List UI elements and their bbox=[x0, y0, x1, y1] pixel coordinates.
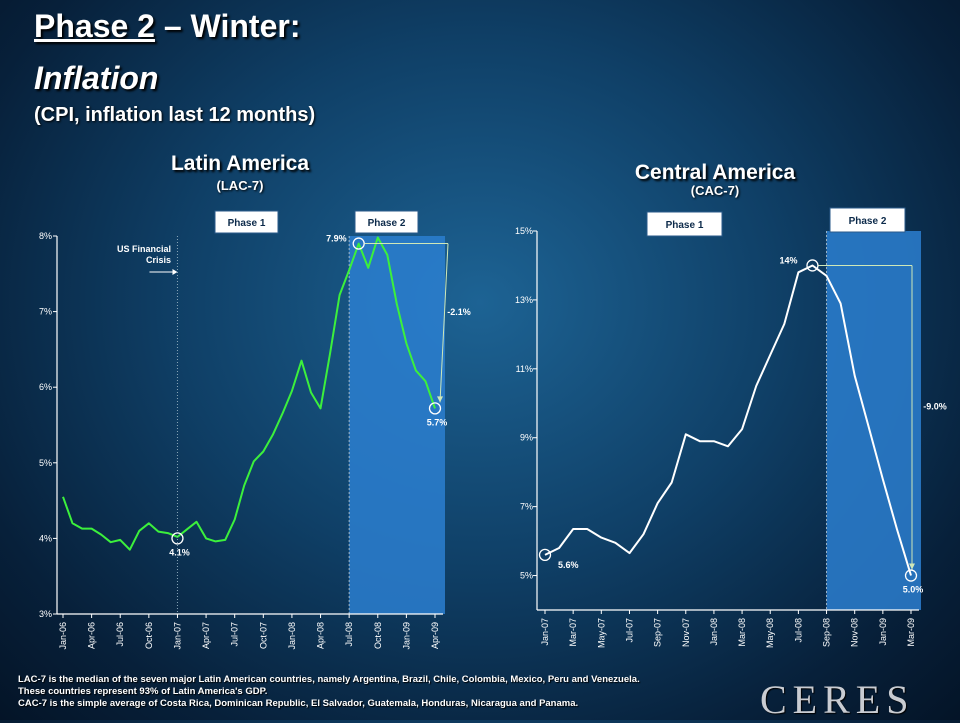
right-ytick-label: 15% bbox=[515, 226, 533, 236]
right-change-arrowhead bbox=[909, 563, 915, 570]
left-xtick-label: Jul-08 bbox=[344, 622, 354, 647]
event-crisis-arrowhead bbox=[172, 269, 178, 275]
ceres-logo: CERES bbox=[760, 677, 915, 722]
chart-subtitle-cam: (CAC-7) bbox=[690, 183, 740, 198]
left-xtick-label: Apr-08 bbox=[316, 622, 326, 649]
left-annotation-label: 5.7% bbox=[427, 417, 448, 427]
left-xtick-label: Jan-09 bbox=[401, 622, 411, 650]
footnote-lac: LAC-7 is the median of the seven major L… bbox=[18, 674, 640, 697]
left-xtick-label: Jan-07 bbox=[172, 622, 182, 650]
left-annotation-marker bbox=[428, 402, 442, 415]
left-xtick-label: Apr-09 bbox=[430, 622, 440, 649]
right-xtick-label: Sep-08 bbox=[822, 618, 832, 647]
right-xtick-label: Mar-08 bbox=[737, 618, 747, 647]
footnote: LAC-7 is the median of the seven major L… bbox=[18, 674, 658, 710]
page-title-line2: Inflation bbox=[34, 60, 159, 96]
left-ytick-label: 8% bbox=[39, 231, 52, 241]
chart-title-latam: Latin America bbox=[170, 152, 310, 175]
right-xtick-label: Jul-07 bbox=[624, 618, 634, 643]
left-ytick-label: 4% bbox=[39, 533, 52, 543]
title-rest: – Winter: bbox=[154, 8, 301, 44]
chart-subtitle-latam: (LAC-7) bbox=[216, 178, 264, 193]
right-xtick-label: Nov-08 bbox=[850, 618, 860, 647]
left-change-label: -2.1% bbox=[447, 307, 471, 317]
right-change-label: -9.0% bbox=[923, 402, 947, 412]
right-xtick-label: Mar-09 bbox=[906, 618, 916, 647]
right-phase2-label: Phase 2 bbox=[849, 216, 887, 227]
footnote-cac: CAC-7 is the simple average of Costa Ric… bbox=[18, 698, 579, 709]
left-phase2-box bbox=[354, 210, 419, 234]
left-xtick-label: Jan-06 bbox=[58, 622, 68, 650]
right-phase1-label: Phase 1 bbox=[666, 220, 704, 231]
left-xtick-label: Oct-07 bbox=[258, 622, 268, 649]
right-phase1-box bbox=[646, 211, 723, 237]
event-crisis-label-2: Crisis bbox=[146, 255, 171, 265]
left-ytick-label: 7% bbox=[39, 307, 52, 317]
right-annotation-marker bbox=[538, 548, 552, 562]
left-phase2-label: Phase 2 bbox=[368, 218, 406, 229]
left-xtick-label: Jan-08 bbox=[287, 622, 297, 650]
right-xtick-label: Mar-07 bbox=[568, 618, 578, 647]
right-xtick-label: May-08 bbox=[765, 618, 775, 648]
right-annotation-marker bbox=[904, 569, 918, 582]
right-xtick-label: Jan-09 bbox=[878, 618, 888, 646]
left-phase1-label: Phase 1 bbox=[228, 218, 266, 229]
right-phase2-region bbox=[826, 231, 921, 610]
left-xtick-label: Oct-08 bbox=[373, 622, 383, 649]
left-annotation-label: 7.9% bbox=[326, 234, 347, 244]
right-xtick-label: Jan-08 bbox=[709, 618, 719, 646]
left-ytick-label: 6% bbox=[39, 382, 52, 392]
right-ytick-label: 9% bbox=[520, 433, 533, 443]
left-xtick-label: Jul-07 bbox=[230, 622, 240, 647]
right-xtick-label: Nov-07 bbox=[681, 618, 691, 647]
page-subtitle: (CPI, inflation last 12 months) bbox=[34, 104, 316, 126]
right-annotation-label: 5.6% bbox=[558, 560, 579, 570]
left-annotation-marker bbox=[352, 237, 365, 250]
chart-title-cam: Central America bbox=[634, 161, 796, 184]
right-ytick-label: 7% bbox=[520, 502, 533, 512]
left-phase2-region bbox=[349, 236, 445, 614]
left-xtick-label: Apr-06 bbox=[87, 622, 97, 649]
left-annotation-marker bbox=[171, 532, 184, 545]
right-ytick-label: 5% bbox=[520, 571, 533, 581]
right-annotation-marker bbox=[806, 259, 819, 272]
title-phase: Phase 2 bbox=[34, 8, 155, 44]
left-annotation-label: 4.1% bbox=[169, 547, 190, 557]
left-xtick-label: Jul-06 bbox=[115, 622, 125, 647]
left-series-line bbox=[62, 236, 436, 551]
right-ytick-label: 13% bbox=[515, 295, 533, 305]
right-xtick-label: Jan-07 bbox=[540, 618, 550, 646]
right-annotation-label: 14% bbox=[779, 255, 797, 265]
left-phase1-box bbox=[214, 210, 279, 234]
right-xtick-label: May-07 bbox=[596, 618, 606, 648]
right-xtick-label: Sep-07 bbox=[653, 618, 663, 647]
page-title: Phase 2 – Winter: bbox=[34, 8, 300, 44]
right-ytick-label: 11% bbox=[516, 364, 533, 374]
right-xtick-label: Jul-08 bbox=[793, 618, 803, 643]
event-crisis-label-1: US Financial bbox=[117, 244, 171, 254]
left-xtick-label: Apr-07 bbox=[201, 622, 211, 649]
left-change-arrowhead bbox=[437, 396, 443, 403]
left-change-arrow-line bbox=[439, 243, 449, 403]
left-ytick-label: 5% bbox=[39, 458, 52, 468]
right-phase2-box bbox=[829, 207, 906, 233]
right-annotation-label: 5.0% bbox=[903, 585, 924, 595]
right-series-line bbox=[544, 264, 912, 576]
left-xtick-label: Oct-06 bbox=[144, 622, 154, 649]
left-ytick-label: 3% bbox=[39, 609, 52, 619]
